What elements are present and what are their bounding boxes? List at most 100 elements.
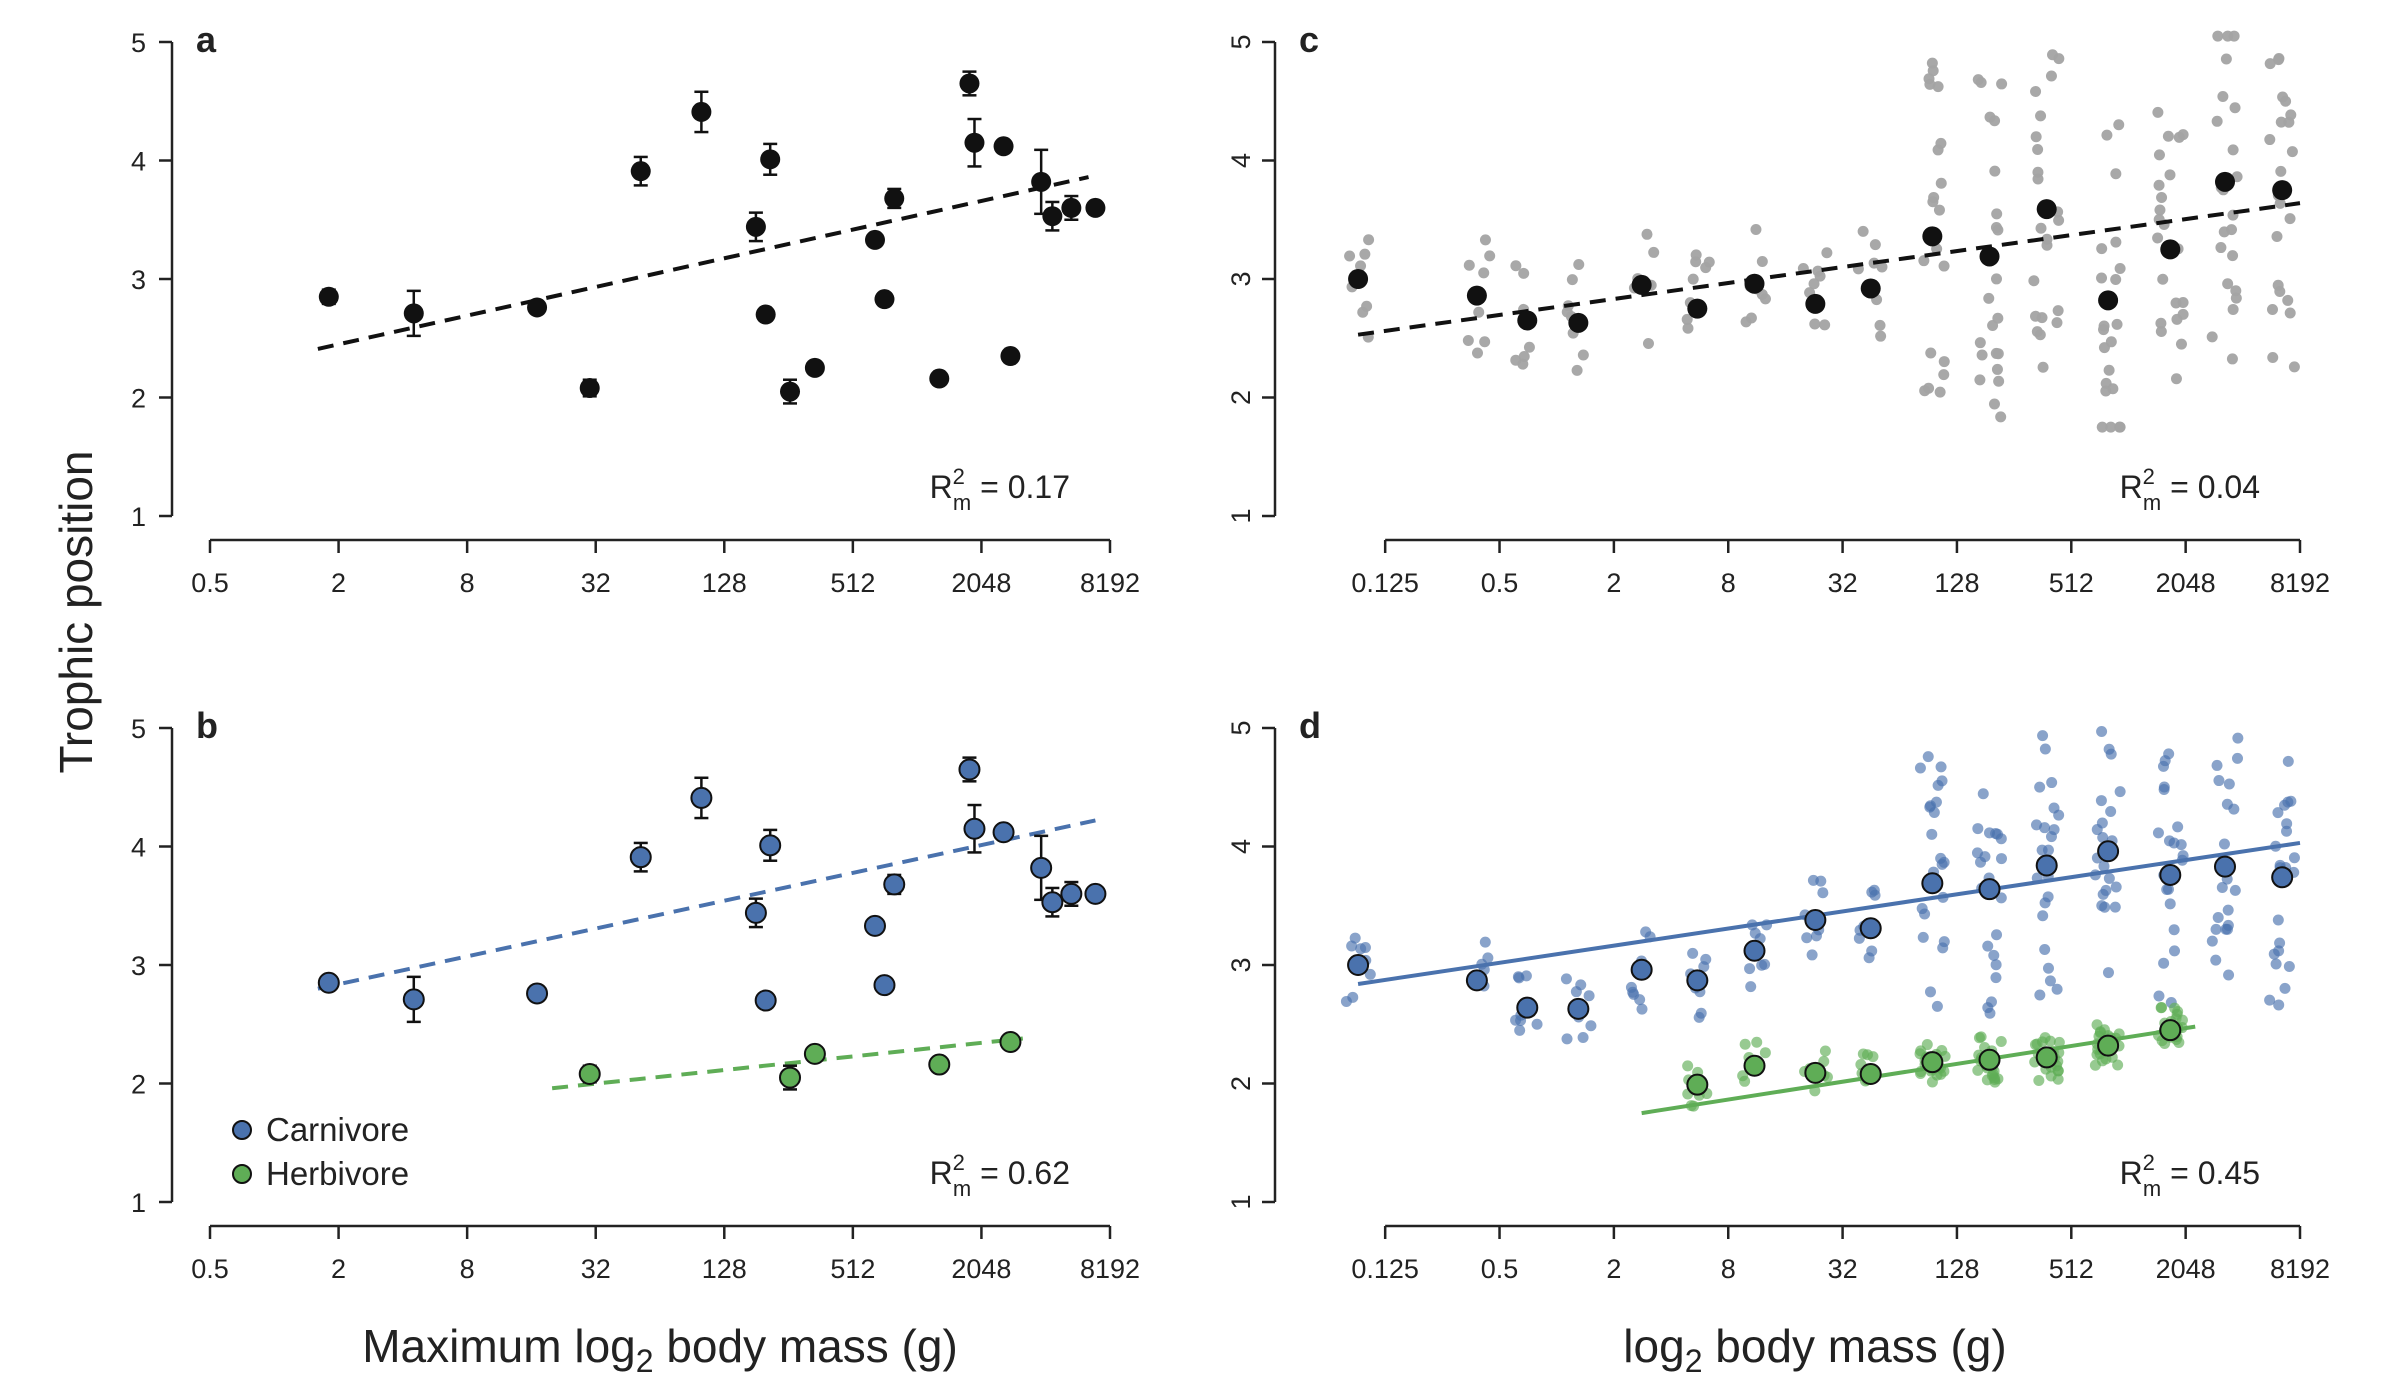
raw-observation <box>2096 243 2108 255</box>
raw-observation <box>1751 1036 1763 1048</box>
raw-observation <box>1640 926 1652 938</box>
data-point-binned-means <box>1517 310 1538 331</box>
raw-observation <box>2164 169 2176 181</box>
raw-observation <box>2051 983 2063 995</box>
x-tick-label: 8 <box>460 568 475 598</box>
raw-observation <box>2272 807 2284 819</box>
raw-observation <box>2102 967 2114 979</box>
raw-observation <box>2288 361 2300 373</box>
raw-observation <box>1821 247 1833 259</box>
raw-observation <box>1349 932 1361 944</box>
raw-observation <box>1340 995 1352 1007</box>
raw-observation <box>1991 929 2003 941</box>
raw-observation <box>2158 957 2170 969</box>
raw-observation <box>1478 267 1490 279</box>
x-tick-label: 128 <box>702 568 747 598</box>
data-point-carnivore <box>1030 856 1053 879</box>
data-point-all <box>874 289 895 310</box>
data-point-herbivore <box>2159 1019 2182 1042</box>
data-point-carnivore <box>1567 997 1590 1020</box>
y-tick-label: 4 <box>1226 153 1256 168</box>
raw-observation <box>1991 208 2003 220</box>
raw-observation <box>2152 827 2164 839</box>
raw-observation <box>2173 131 2185 143</box>
raw-observation <box>1869 889 1881 901</box>
raw-observation <box>2158 781 2170 793</box>
raw-observation <box>1982 940 1994 952</box>
data-point-all <box>959 73 980 94</box>
raw-observation <box>1938 369 1950 381</box>
data-point-binned-means <box>2098 290 2119 311</box>
data-point-carnivore <box>1347 954 1370 976</box>
panel-letter: b <box>196 705 218 746</box>
raw-observation <box>2091 1019 2103 1031</box>
data-point-herbivore <box>779 1066 802 1089</box>
raw-observation <box>2230 292 2242 304</box>
x-tick-label: 2 <box>331 568 346 598</box>
raw-observation <box>2105 748 2117 760</box>
raw-observation <box>2271 230 2283 242</box>
raw-observation <box>2227 303 2239 315</box>
raw-observation <box>1523 341 1535 353</box>
data-point-herbivore <box>1804 1061 1827 1084</box>
raw-observation <box>2264 994 2276 1006</box>
raw-observation <box>2156 192 2168 204</box>
raw-observation <box>1560 973 1572 985</box>
raw-observation <box>1936 1045 1948 1057</box>
raw-observation <box>1938 260 1950 272</box>
raw-observation <box>1750 223 1762 235</box>
y-tick-label: 2 <box>1226 1076 1256 1091</box>
raw-observation <box>1917 931 1929 943</box>
r2-annotation: R2 m = 0.45 <box>2120 1150 2260 1201</box>
raw-observation <box>1573 258 1585 270</box>
x-tick-label: 2 <box>331 1254 346 1284</box>
raw-observation <box>1700 953 1712 965</box>
data-point-herbivore <box>1686 1073 1709 1096</box>
y-axis-title: Trophic position <box>50 450 102 773</box>
raw-observation <box>2273 945 2285 957</box>
x-tick-label: 32 <box>1828 568 1858 598</box>
raw-observation <box>1682 322 1694 334</box>
raw-observation <box>1627 986 1639 998</box>
data-point-all <box>527 297 548 318</box>
raw-observation <box>1531 1018 1543 1030</box>
y-tick-label: 3 <box>131 951 146 981</box>
fit-line-carnivore <box>1357 840 2301 986</box>
data-point-carnivore <box>2097 840 2120 863</box>
raw-observation <box>2105 805 2117 817</box>
x-tick-label: 2048 <box>951 568 1011 598</box>
raw-observation <box>2282 755 2294 767</box>
raw-observation <box>1359 248 1371 260</box>
raw-observation <box>2223 969 2235 981</box>
x-tick-label: 128 <box>1934 1254 1979 1284</box>
data-point-carnivore <box>754 989 777 1012</box>
raw-observation <box>2228 803 2240 815</box>
raw-observation <box>2272 914 2284 926</box>
raw-observation <box>1876 261 1888 273</box>
raw-observation <box>1916 903 1928 915</box>
raw-observation <box>1512 971 1524 983</box>
raw-observation <box>1815 875 1827 887</box>
r2-annotation: R2 m = 0.17 <box>930 464 1070 515</box>
raw-observation <box>2218 838 2230 850</box>
x-tick-label: 0.5 <box>191 568 229 598</box>
raw-observation <box>2032 173 2044 185</box>
data-point-carnivore <box>958 758 981 781</box>
raw-observation <box>1812 265 1824 277</box>
data-point-carnivore <box>2271 866 2294 889</box>
raw-observation <box>1933 204 1945 216</box>
raw-observation <box>1510 354 1522 366</box>
y-tick-label: 4 <box>131 147 146 177</box>
x-tick-label: 32 <box>581 1254 611 1284</box>
raw-observation <box>1745 981 1757 993</box>
data-point-herbivore <box>928 1053 951 1076</box>
raw-observation <box>2044 975 2056 987</box>
data-point-all <box>884 188 905 209</box>
raw-observation <box>2111 318 2123 330</box>
raw-observation <box>2034 329 2046 341</box>
raw-observation <box>2212 911 2224 923</box>
raw-observation <box>2210 954 2222 966</box>
raw-observation <box>1874 319 1886 331</box>
raw-observation <box>1514 1024 1526 1036</box>
data-point-all <box>579 378 600 399</box>
